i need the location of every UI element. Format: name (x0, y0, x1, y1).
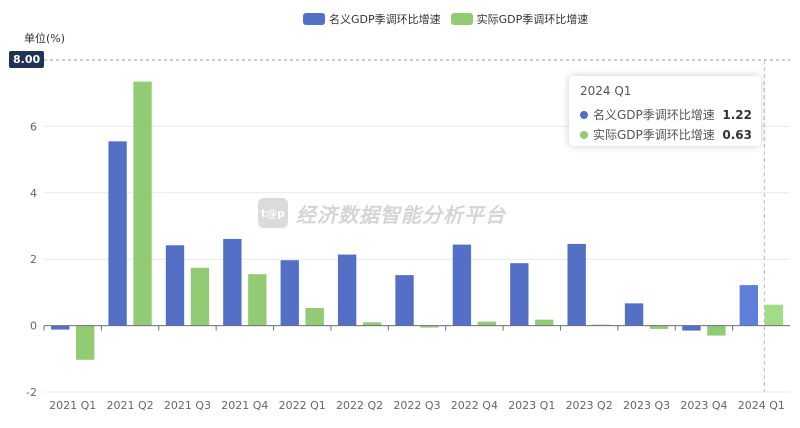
bar-nominal (510, 263, 529, 326)
bar-real (362, 322, 382, 326)
x-tick-label: 2022 Q1 (279, 399, 326, 412)
bar-nominal (395, 275, 414, 326)
legend-label: 名义GDP季调环比增速 (329, 13, 441, 26)
tooltip-row: 名义GDP季调环比增速 1.22 (580, 106, 752, 123)
bar-real (535, 319, 554, 326)
watermark-text: 经济数据智能分析平台 (296, 202, 506, 227)
watermark-logo: t@p (258, 198, 288, 228)
bar-nominal (108, 141, 127, 326)
bar-real (764, 304, 783, 326)
bar-real (248, 274, 267, 326)
bar-nominal (337, 254, 357, 326)
x-tick-label: 2021 Q4 (221, 399, 268, 412)
y-tick-label: 6 (30, 120, 37, 133)
tooltip-row: 实际GDP季调环比增速 0.63 (580, 126, 752, 143)
legend-swatch (450, 13, 473, 25)
bar-nominal (223, 238, 242, 326)
x-tick-label: 2023 Q1 (508, 399, 555, 412)
bar-real (477, 321, 497, 326)
x-tick-label: 2021 Q2 (106, 399, 153, 412)
y-tick-label: 0 (30, 320, 37, 333)
bar-nominal (165, 245, 185, 326)
bar-real (133, 81, 152, 326)
tooltip-title: 2024 Q1 (580, 84, 632, 98)
bar-nominal (452, 244, 472, 326)
bar-real (190, 267, 210, 326)
series-dot-icon (580, 130, 588, 139)
watermark: t@p 经济数据智能分析平台 (258, 198, 506, 228)
bar-nominal (624, 303, 644, 326)
bar-nominal (51, 325, 70, 330)
x-tick-label: 2021 Q3 (164, 399, 211, 412)
x-tick-label: 2023 Q3 (623, 399, 670, 412)
bar-real (75, 325, 95, 360)
y-axis-pointer-label: 8.00 (9, 51, 45, 68)
x-tick-label: 2022 Q2 (336, 399, 383, 412)
legend-swatch (303, 13, 325, 25)
bar-nominal (280, 260, 299, 326)
bar-real (420, 325, 439, 328)
legend-item-nominal[interactable]: 名义GDP季调环比增速 (303, 11, 441, 27)
bar-nominal (739, 285, 759, 326)
bar-nominal (567, 243, 586, 326)
legend-label: 实际GDP季调环比增速 (476, 13, 589, 26)
y-tick-label: 4 (30, 187, 37, 200)
tooltip: 2024 Q1 名义GDP季调环比增速 1.22 实际GDP季调环比增速 0.63 (569, 76, 761, 146)
x-tick-label: 2022 Q4 (451, 399, 498, 412)
bar-real (649, 325, 669, 329)
y-axis-unit: 单位(%) (24, 32, 66, 45)
x-tick-label: 2023 Q4 (680, 399, 727, 412)
x-tick-label: 2024 Q1 (738, 399, 785, 412)
bar-real (707, 325, 726, 336)
x-tick-label: 2021 Q1 (49, 399, 96, 412)
x-tick-label: 2022 Q3 (393, 399, 440, 412)
series-dot-icon (580, 110, 588, 119)
tooltip-series-name: 实际GDP季调环比增速 (593, 128, 715, 142)
bar-real (305, 308, 324, 326)
tooltip-value: 0.63 (722, 127, 752, 142)
legend: 名义GDP季调环比增速 实际GDP季调环比增速 (303, 11, 588, 27)
bar-nominal (682, 325, 701, 331)
tooltip-value: 1.22 (722, 107, 752, 122)
legend-item-real[interactable]: 实际GDP季调环比增速 (450, 11, 589, 27)
tooltip-series-name: 名义GDP季调环比增速 (593, 108, 715, 122)
y-tick-label: -2 (26, 386, 37, 399)
x-tick-label: 2023 Q2 (566, 399, 613, 412)
y-tick-label: 2 (30, 253, 37, 266)
